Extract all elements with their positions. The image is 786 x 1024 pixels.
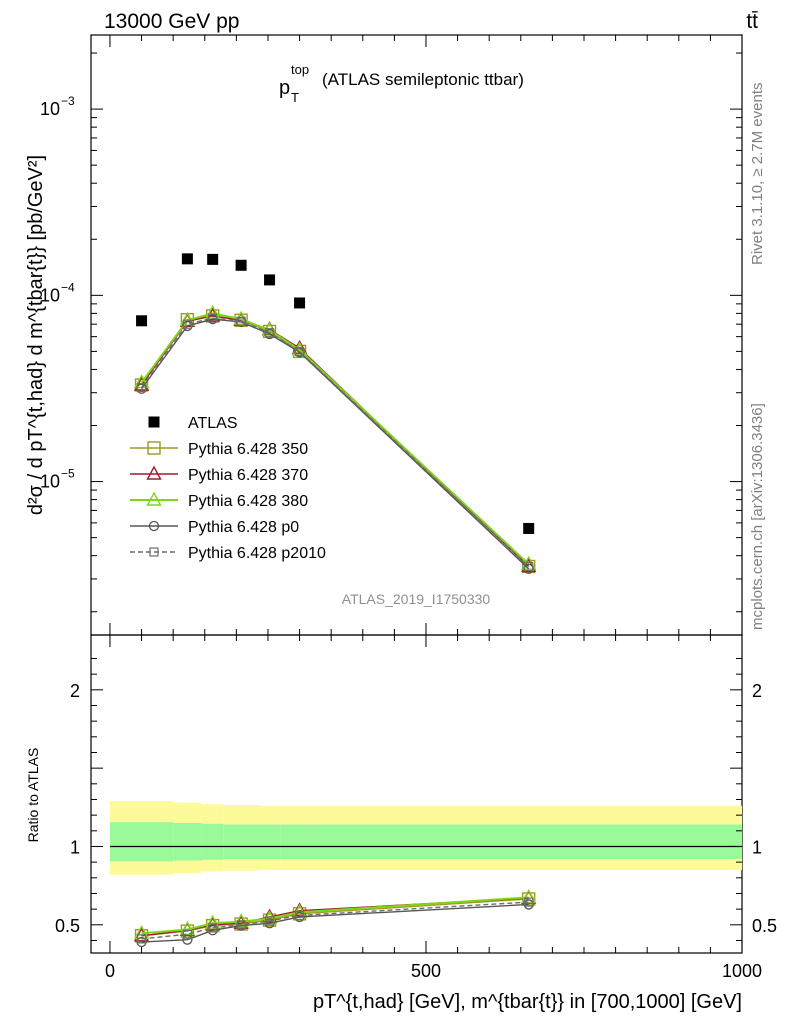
legend-atlas-marker [148,416,160,428]
series-point-ratio [264,916,275,926]
y-tick-label-ratio-right: 1 [752,837,762,857]
uncertainty-band-inner [223,824,259,860]
series-point-ratio [291,902,308,917]
header-right: tt̄ [746,10,758,33]
atlas-data-point [264,274,276,286]
series-point-main [524,561,534,572]
plot-title-rest: (ATLAS semileptonic ttbar) [322,70,524,89]
y-tick-label-ratio: 0.5 [55,916,80,936]
legend-label: Pythia 6.428 350 [188,441,308,458]
series-point-main [236,316,246,326]
uncertainty-band-inner [109,822,174,862]
y-tick-label-ratio: 1 [70,837,80,857]
legend: ATLAS Pythia 6.428 350 Pythia 6.428 370 Pyt… [130,415,326,562]
analysis-watermark: ATLAS_2019_I1750330 [342,591,491,607]
mcplots-label: mcplots.cern.ch [arXiv:1306.3436] [749,403,766,630]
legend-marker [146,491,162,506]
legend-label: Pythia 6.428 p0 [188,519,299,536]
legend-atlas-label: ATLAS [188,415,238,432]
plot-title-sub: T [291,90,299,105]
header-left: 13000 GeV pp [104,10,239,33]
atlas-data-point [523,522,535,534]
series-point-ratio [208,923,218,933]
uncertainty-band-inner [318,824,742,860]
legend-label: Pythia 6.428 370 [188,467,308,484]
legend-label: Pythia 6.428 380 [188,493,308,510]
y-axis-label-main: d²σ / d pT^{t,had} d m^{tbar{t}} [pb/GeV… [25,155,47,515]
series-point-ratio [521,888,537,904]
series-point-main [294,346,305,356]
series-line-ratio [141,898,529,937]
legend-label: Pythia 6.428 p2010 [188,545,326,562]
series-point-ratio [182,929,192,939]
y-axis-label-main-text: d²σ / d pT^{t,had} d m^{tbar{t}} [pb/GeV… [25,155,47,515]
series-point-ratio [182,934,193,945]
series-point-ratio [261,908,278,923]
series-point-ratio [524,897,534,907]
y-tick-label-main-exp: −4 [61,280,75,294]
uncertainty-band-inner [201,823,224,860]
y-tick-label-main: 10 [40,285,60,305]
rivet-label: Rivet 3.1.10, ≥ 2.7M events [749,83,766,266]
legend-marker [146,465,162,480]
ratio-frame [90,634,743,954]
x-tick-label: 0 [105,961,115,981]
plot-title-main: p [279,77,290,99]
y-tick-label-main-exp: −3 [61,94,75,108]
x-tick-label: 1000 [722,961,762,981]
series-point-main [182,319,192,329]
legend-marker [147,441,161,455]
series-line-main [140,318,530,570]
series-point-ratio [136,934,147,944]
y-tick-label-main-exp: −5 [61,467,75,481]
y-tick-label-ratio-right: 0.5 [752,916,777,936]
atlas-data-point [207,253,219,265]
x-tick-label: 500 [411,961,441,981]
series-line-ratio [141,897,529,937]
legend-marker [149,547,159,557]
uncertainty-band-inner [173,822,202,861]
atlas-data-point [294,297,306,309]
x-axis-label: pT^{t,had} [GeV], m^{tbar{t}} in [700,10… [313,991,742,1013]
series-point-main [136,382,147,393]
plot-title-sup: top [291,62,309,77]
y-axis-label-ratio: Ratio to ATLAS [25,748,41,843]
uncertainty-band-inner [258,824,281,860]
atlas-data-point [235,259,247,271]
series-line-ratio [141,903,529,943]
series-point-ratio [179,921,196,936]
atlas-data-point [136,315,148,327]
series-point-ratio [236,920,246,930]
plot-title: p top T (ATLAS semileptonic ttbar) [279,62,524,105]
ratio-panel [90,634,743,954]
series-line-ratio [141,901,529,940]
y-tick-label-main: 10 [40,472,60,492]
series-point-main [264,328,275,338]
uncertainty-band-inner [280,824,319,860]
series-line-main [140,317,530,567]
series-point-main [208,313,218,323]
y-tick-label-ratio-right: 2 [752,681,762,701]
y-tick-label-ratio: 2 [70,681,80,701]
legend-marker [148,520,160,532]
series-point-ratio [294,910,305,921]
atlas-data-point [181,253,193,265]
y-tick-label-main: 10 [40,99,60,119]
